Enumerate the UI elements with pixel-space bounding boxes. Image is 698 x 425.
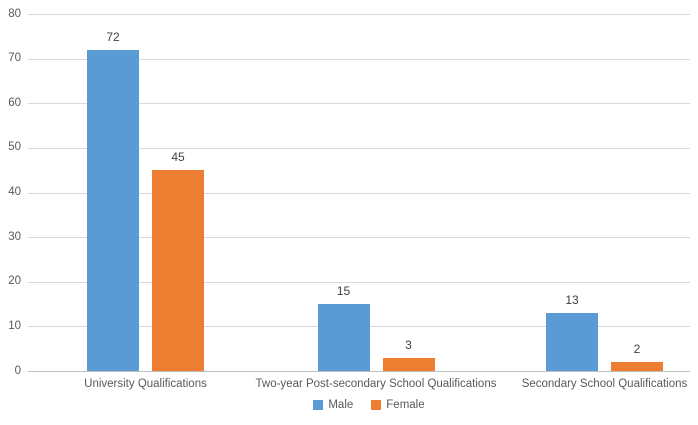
female-bar-value-label: 2	[633, 342, 641, 357]
male-bar	[87, 49, 139, 371]
y-tick-label: 80	[8, 7, 21, 20]
female-bar	[611, 362, 663, 371]
legend-item-male: Male	[313, 399, 353, 411]
y-tick-label: 40	[8, 186, 21, 198]
legend-label-male: Male	[328, 399, 354, 411]
male-bar	[317, 304, 370, 371]
y-gridline	[28, 281, 690, 283]
male-series-swatch	[313, 400, 324, 410]
y-gridline	[28, 147, 690, 149]
male-bar	[546, 312, 598, 371]
y-tick-label: 0	[14, 364, 21, 377]
female-bar-value-label: 45	[171, 150, 185, 165]
y-gridline	[28, 103, 690, 105]
y-tick-label: 20	[8, 275, 21, 288]
female-series-swatch	[371, 400, 382, 410]
y-tick-label: 10	[8, 319, 21, 332]
category-label: Two-year Post-secondary School Qualifica…	[255, 378, 497, 390]
female-bar	[382, 357, 435, 371]
female-bar-value-label: 3	[405, 337, 412, 352]
category-label: University Qualifications	[84, 378, 207, 390]
y-gridline	[28, 192, 690, 194]
male-bar-value-label: 13	[565, 292, 579, 307]
category-label: Secondary School Qualifications	[521, 378, 688, 390]
y-gridline	[28, 14, 690, 15]
y-tick-label: 30	[8, 230, 21, 243]
female-bar	[152, 170, 204, 371]
y-tick-label: 60	[8, 96, 21, 109]
y-tick-label: 70	[8, 52, 21, 65]
x-axis-line	[28, 371, 690, 372]
y-gridline	[28, 58, 690, 60]
legend-label-female: Female	[386, 399, 425, 411]
y-tick-label: 50	[8, 141, 21, 154]
y-gridline	[28, 237, 690, 239]
legend: Male Female	[40, 399, 698, 411]
male-bar-value-label: 72	[106, 29, 120, 44]
male-bar-value-label: 15	[336, 284, 351, 299]
legend-item-female: Female	[371, 399, 425, 411]
